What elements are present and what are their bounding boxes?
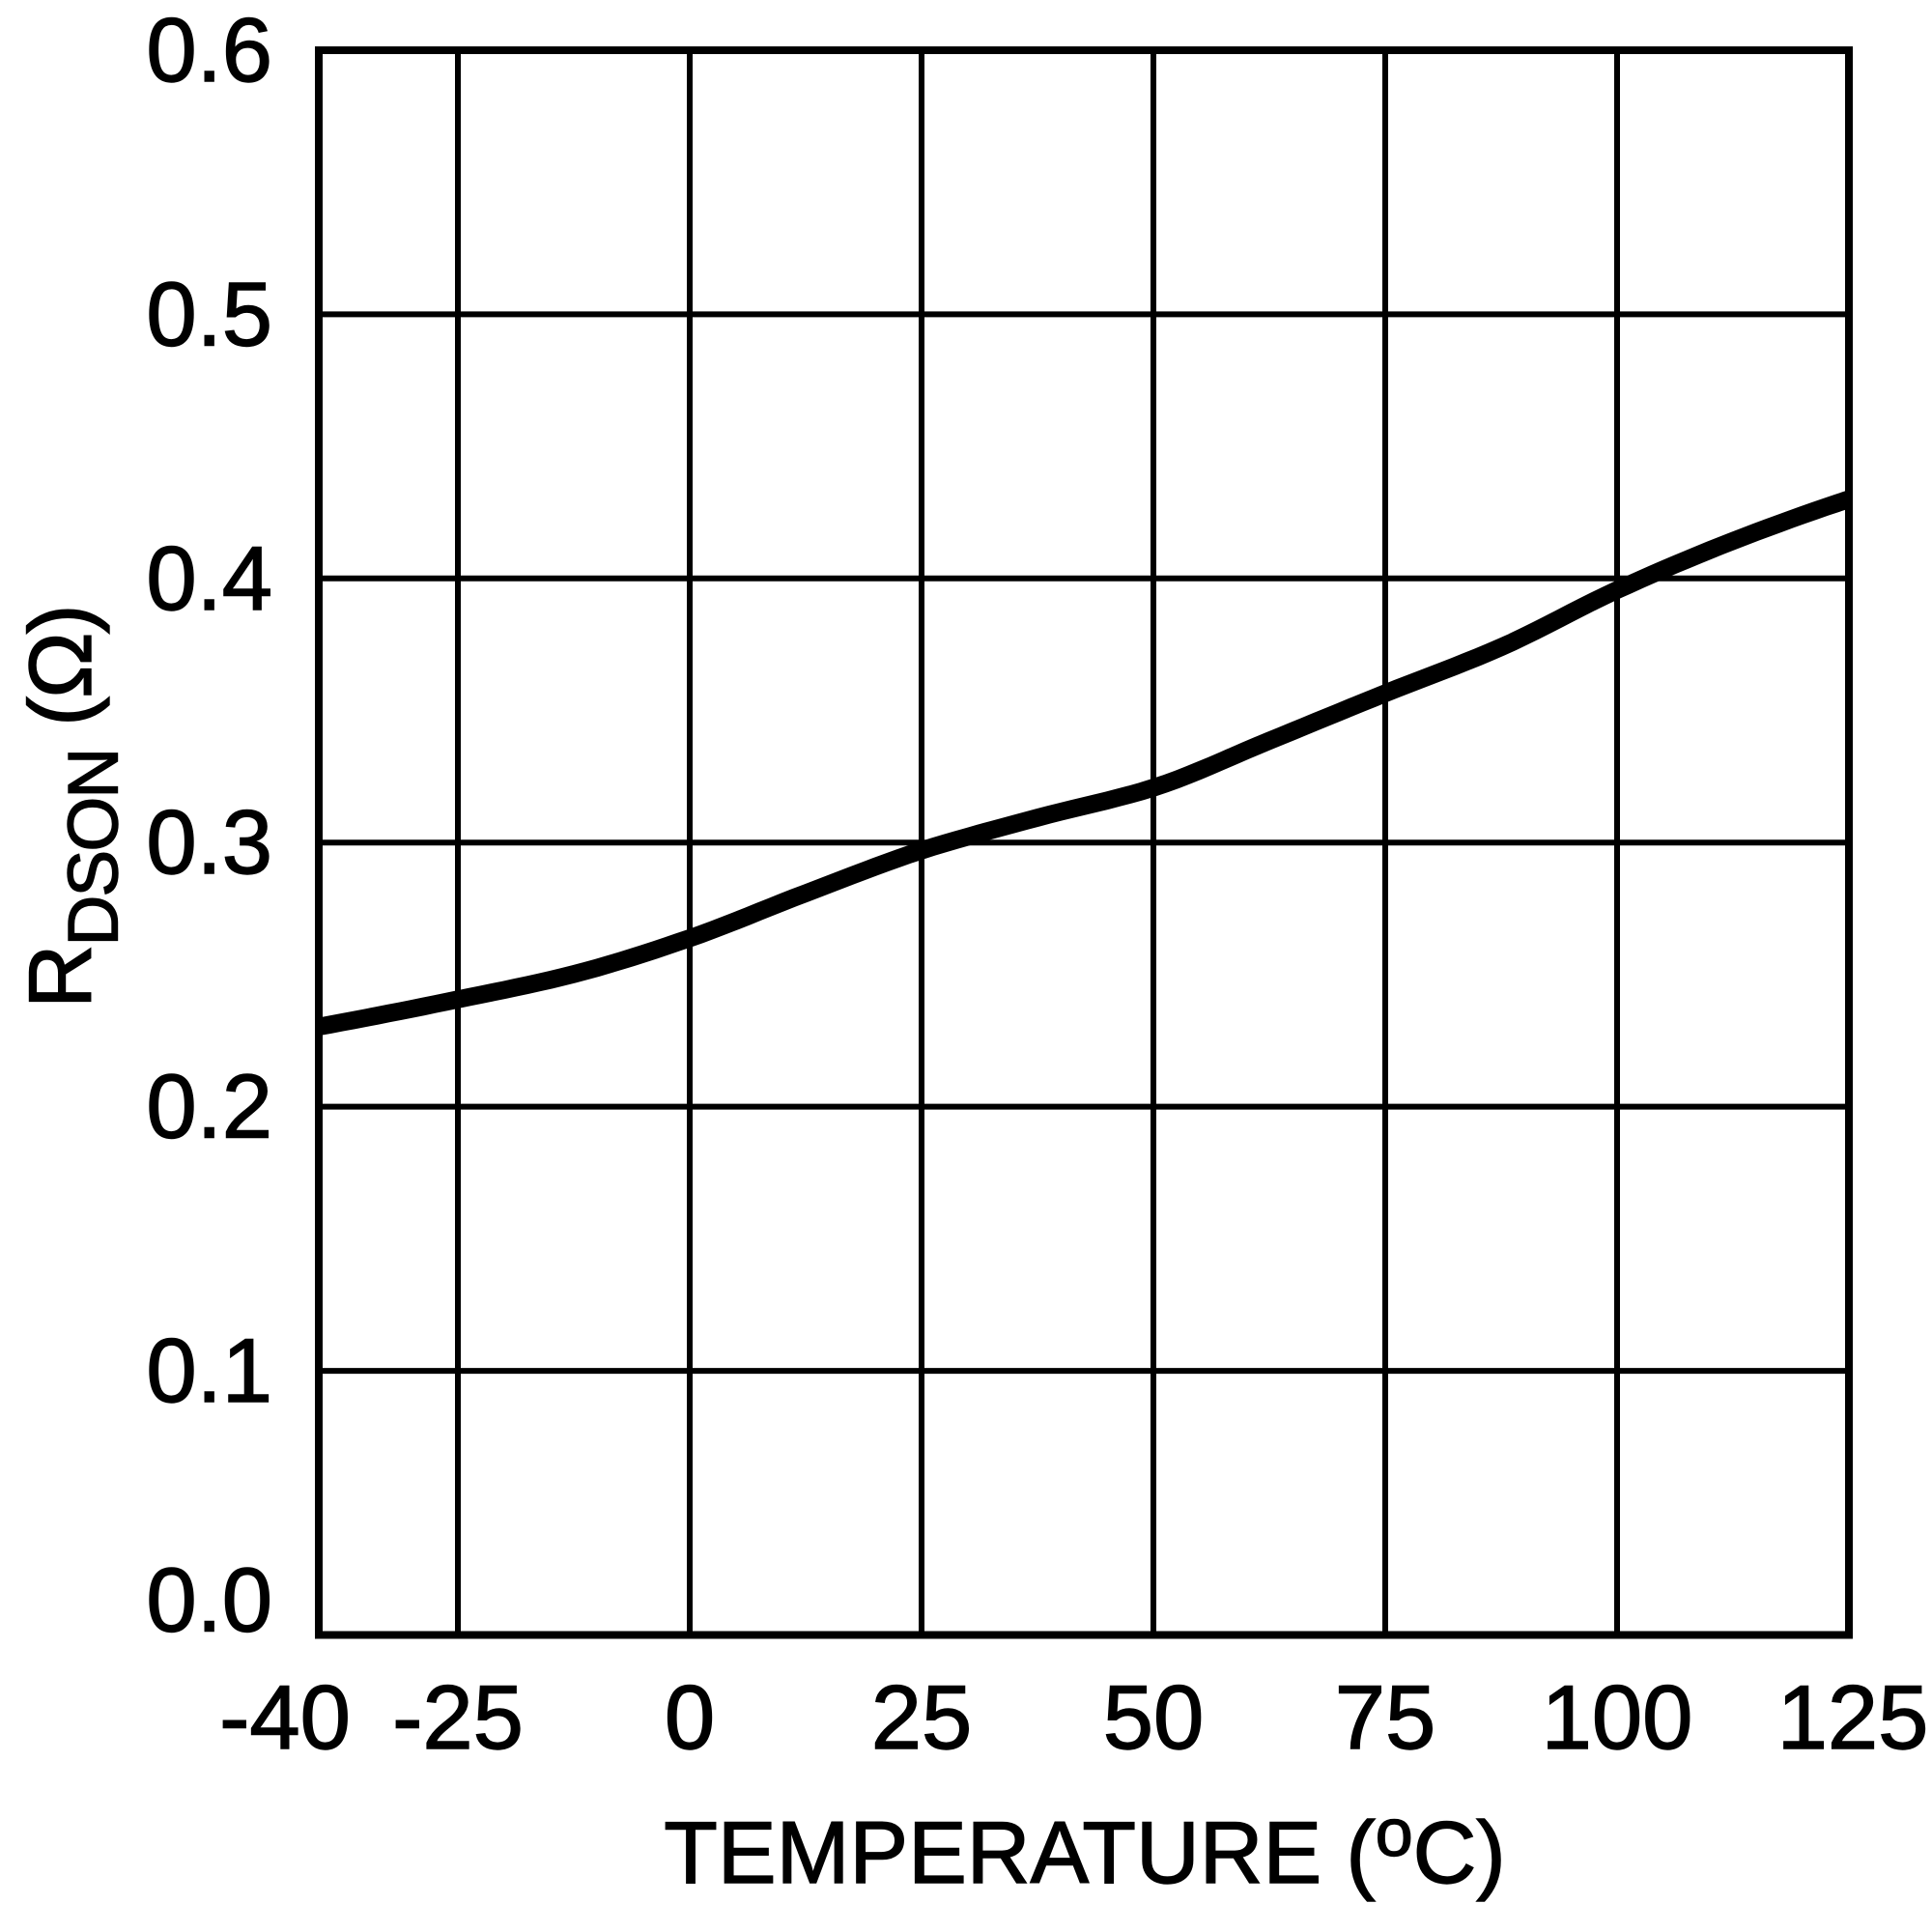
svg-text:0.6: 0.6 [146, 0, 272, 100]
svg-text:0.3: 0.3 [146, 791, 272, 893]
svg-text:0.4: 0.4 [146, 527, 272, 629]
svg-text:0.5: 0.5 [146, 263, 272, 364]
svg-text:-25: -25 [392, 1666, 524, 1768]
svg-text:-40: -40 [219, 1666, 351, 1768]
svg-text:0.0: 0.0 [146, 1548, 272, 1650]
svg-text:TEMPERATURE (oC): TEMPERATURE (oC) [664, 1795, 1505, 1902]
svg-text:0: 0 [665, 1666, 715, 1768]
svg-text:75: 75 [1335, 1666, 1436, 1768]
svg-text:25: 25 [871, 1666, 973, 1768]
svg-text:0.2: 0.2 [146, 1056, 272, 1157]
svg-text:125: 125 [1777, 1666, 1929, 1768]
svg-text:100: 100 [1542, 1666, 1693, 1768]
svg-text:0.1: 0.1 [146, 1320, 272, 1421]
svg-text:50: 50 [1103, 1666, 1205, 1768]
